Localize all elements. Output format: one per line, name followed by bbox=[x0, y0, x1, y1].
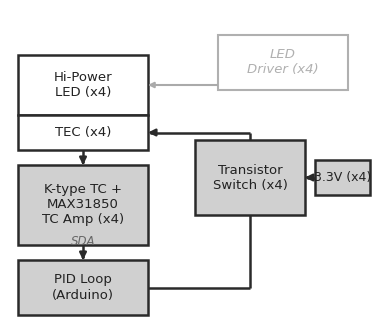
Text: Hi-Power
LED (x4): Hi-Power LED (x4) bbox=[54, 71, 112, 99]
Text: Transistor
Switch (x4): Transistor Switch (x4) bbox=[213, 164, 287, 191]
Bar bbox=[218, 35, 348, 90]
Text: PID Loop
(Arduino): PID Loop (Arduino) bbox=[52, 273, 114, 301]
Text: SDA: SDA bbox=[71, 235, 95, 248]
Bar bbox=[195, 140, 305, 215]
Bar bbox=[18, 55, 148, 115]
Bar bbox=[18, 165, 148, 245]
Bar bbox=[18, 115, 148, 150]
Text: TEC (x4): TEC (x4) bbox=[55, 126, 111, 139]
Bar bbox=[315, 160, 370, 195]
Text: K-type TC +
MAX31850
TC Amp (x4): K-type TC + MAX31850 TC Amp (x4) bbox=[42, 183, 124, 226]
Text: 3.3V (x4): 3.3V (x4) bbox=[314, 171, 371, 184]
Bar bbox=[18, 260, 148, 315]
Text: LED
Driver (x4): LED Driver (x4) bbox=[247, 49, 319, 77]
